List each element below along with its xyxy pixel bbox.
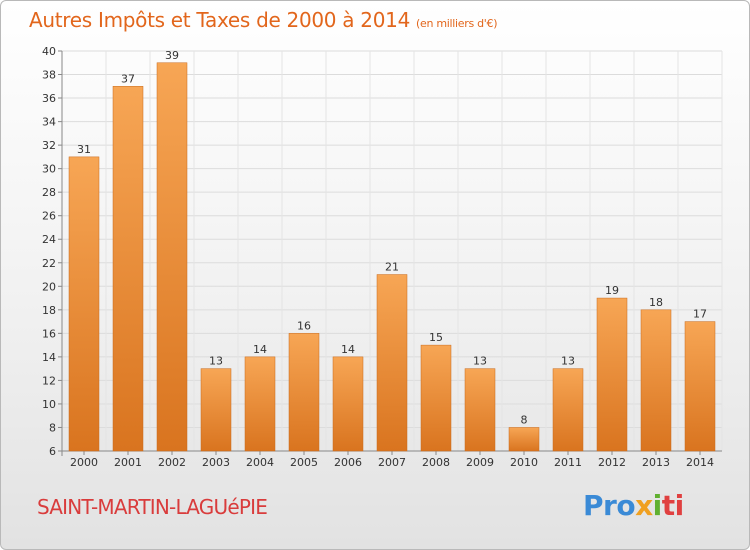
x-tick-label: 2001 xyxy=(114,456,142,469)
x-tick-label: 2009 xyxy=(466,456,494,469)
commune-name: SAINT-MARTIN-LAGUéPIE xyxy=(37,495,268,519)
y-tick-label: 36 xyxy=(42,92,56,105)
x-tick-label: 2014 xyxy=(686,456,714,469)
x-tick-label: 2002 xyxy=(158,456,186,469)
y-tick-label: 6 xyxy=(49,445,56,458)
bar xyxy=(420,344,452,452)
bar xyxy=(156,62,188,452)
y-tick-label: 32 xyxy=(42,139,56,152)
bar-value-label: 14 xyxy=(253,343,267,356)
bar xyxy=(596,297,628,452)
x-tick-label: 2011 xyxy=(554,456,582,469)
bar xyxy=(200,368,232,452)
y-tick-label: 40 xyxy=(42,45,56,58)
bar-value-label: 31 xyxy=(77,143,91,156)
logo-part-3: i xyxy=(652,489,663,522)
y-tick-label: 12 xyxy=(42,374,56,387)
bar xyxy=(552,368,584,452)
chart-title: Autres Impôts et Taxes de 2000 à 2014 (en… xyxy=(29,8,497,32)
y-tick-label: 30 xyxy=(42,163,56,176)
bar-value-label: 15 xyxy=(429,331,443,344)
y-tick-label: 14 xyxy=(42,351,56,364)
y-tick-label: 8 xyxy=(49,421,56,434)
bar xyxy=(464,368,496,452)
bar xyxy=(508,427,540,452)
x-tick-label: 2000 xyxy=(70,456,98,469)
x-tick-label: 2007 xyxy=(378,456,406,469)
bar-value-label: 39 xyxy=(165,49,179,62)
x-tick-label: 2006 xyxy=(334,456,362,469)
y-tick-label: 26 xyxy=(42,210,56,223)
bar-value-label: 13 xyxy=(473,355,487,368)
bar xyxy=(288,333,320,452)
logo-part-4: ti xyxy=(661,489,684,522)
y-tick-label: 22 xyxy=(42,257,56,270)
bar-value-label: 13 xyxy=(209,355,223,368)
logo-part-2: x xyxy=(635,489,653,522)
y-tick-label: 34 xyxy=(42,116,56,129)
x-tick-label: 2008 xyxy=(422,456,450,469)
bar xyxy=(244,356,276,452)
x-tick-label: 2012 xyxy=(598,456,626,469)
bar xyxy=(112,86,144,452)
y-tick-label: 24 xyxy=(42,233,56,246)
bar-value-label: 37 xyxy=(121,72,135,85)
logo-part-1: Pro xyxy=(583,489,636,522)
y-tick-label: 10 xyxy=(42,398,56,411)
bar-value-label: 19 xyxy=(605,284,619,297)
labels: 31 37 39 13 14 16 14 21 15 13 8 13 19 18 17 xyxy=(77,49,707,427)
bar xyxy=(68,156,100,452)
bar-value-label: 13 xyxy=(561,355,575,368)
bar-value-label: 21 xyxy=(385,261,399,274)
x-tick-label: 2004 xyxy=(246,456,274,469)
bar xyxy=(376,274,408,452)
bar xyxy=(640,309,672,452)
bars xyxy=(68,62,716,452)
chart-subtitle: (en milliers d'€) xyxy=(416,17,498,30)
y-tick-label: 38 xyxy=(42,69,56,82)
y-tick-label: 18 xyxy=(42,304,56,317)
bar-value-label: 14 xyxy=(341,343,355,356)
y-tick-label: 20 xyxy=(42,280,56,293)
x-tick-label: 2003 xyxy=(202,456,230,469)
chart-title-text: Autres Impôts et Taxes de 2000 à 2014 xyxy=(29,8,410,32)
x-tick-label: 2010 xyxy=(510,456,538,469)
bar xyxy=(332,356,364,452)
proxiti-logo: Proxiti xyxy=(583,489,684,522)
y-tick-label: 28 xyxy=(42,186,56,199)
bar-value-label: 8 xyxy=(521,413,528,426)
bar xyxy=(684,321,716,452)
x-tick-label: 2005 xyxy=(290,456,318,469)
bar-value-label: 16 xyxy=(297,319,311,332)
bar-value-label: 17 xyxy=(693,308,707,321)
y-tick-label: 16 xyxy=(42,327,56,340)
x-tick-label: 2013 xyxy=(642,456,670,469)
bar-value-label: 18 xyxy=(649,296,663,309)
